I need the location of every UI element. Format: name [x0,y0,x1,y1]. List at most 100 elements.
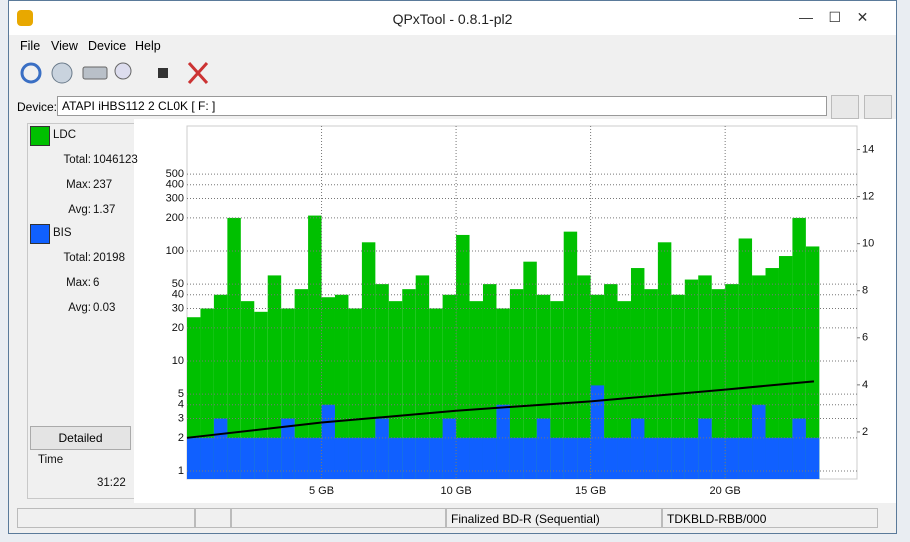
bar [469,301,483,479]
stat-label: Avg: [68,204,91,216]
scan-icon[interactable] [114,62,132,80]
bar [644,437,658,479]
bar [577,437,591,479]
bar [563,231,578,479]
bar [348,437,362,479]
bar [254,311,268,479]
bar [752,404,766,479]
bar [536,418,551,479]
bar [200,437,214,479]
bar [563,437,578,479]
y2-tick-label: 12 [862,191,874,203]
bar [523,261,537,479]
legend-swatch [30,126,50,146]
toolbar [20,61,209,85]
y-tick-label: 20 [172,322,184,334]
bar [765,437,779,479]
stat-value: 237 [93,179,113,191]
x-tick-label: 20 GB [710,485,741,497]
bar [361,437,376,479]
bar [671,294,685,479]
window-controls[interactable]: — ☐ ✕ [799,9,869,25]
bar [630,418,645,479]
eject-button[interactable] [831,95,859,119]
time-value: 31:22 [97,477,126,489]
y-tick-label: 50 [172,278,184,290]
bar [738,437,753,479]
stat-value: 1.37 [93,204,116,216]
bar [213,418,228,479]
device-select[interactable]: ATAPI iHBS112 2 CL0K [ F: ] [57,96,827,116]
bar [294,289,309,479]
stop-icon[interactable] [158,68,168,78]
legend-name: LDC [53,129,77,141]
bar [805,437,820,479]
bar [187,437,201,479]
disc-icon[interactable] [51,62,73,84]
y-tick-label: 400 [166,179,184,191]
menu-item[interactable]: View [51,39,78,53]
x-tick-label: 15 GB [575,485,606,497]
title-bar: QPxTool - 0.8.1-pl2 — ☐ ✕ [9,1,896,35]
stat-label: Total: [63,252,92,264]
bar [644,289,658,479]
bar [482,437,497,479]
y2-tick-label: 6 [862,332,868,344]
bar [711,289,726,479]
bar [308,215,322,480]
stat-label: Total: [63,154,92,166]
bar [240,437,255,479]
y2-tick-label: 14 [862,143,874,155]
stat-label: Max: [66,277,91,289]
bar [334,294,349,479]
y-tick-label: 3 [178,412,184,424]
app-window: QPxTool - 0.8.1-pl2 — ☐ ✕ File View Devi… [8,0,897,534]
bar [617,301,631,479]
lock-button[interactable] [864,95,892,119]
bar [294,437,309,479]
tools-icon[interactable] [187,61,209,85]
y2-tick-label: 8 [862,285,868,297]
bar [415,437,430,479]
bar [657,437,672,479]
y2-tick-label: 2 [862,426,868,438]
menu-item[interactable]: Help [135,39,161,53]
bar [698,418,712,479]
bar [254,437,268,479]
bar [509,289,524,479]
speed-line [186,380,815,439]
bar [361,242,376,479]
time-label: Time [38,454,64,466]
menu-item[interactable]: File [20,39,41,53]
refresh-icon[interactable] [20,62,42,84]
bar [792,418,806,479]
bar [617,437,631,479]
stat-value: 1046123 [93,154,138,166]
stat-value: 6 [93,277,100,289]
stat-value: 20198 [93,252,125,264]
status-cell [231,508,446,528]
bar [725,284,739,479]
drive-icon[interactable] [82,66,108,80]
bar [577,275,591,479]
y-tick-label: 500 [166,168,184,180]
y-tick-label: 1 [178,465,184,477]
bar [671,437,685,479]
y-tick-label: 5 [178,388,184,400]
y-tick-label: 40 [172,289,184,301]
y-tick-label: 4 [178,399,184,411]
bar [469,437,483,479]
y-tick-label: 100 [166,245,184,257]
menu-item[interactable]: Device [88,39,127,53]
bar [765,268,779,479]
legend-name: BIS [53,227,72,239]
bar [482,284,497,479]
bar [267,437,282,479]
stat-label: Avg: [68,302,91,314]
status-text: TDKBLD-RBB/000 [662,508,878,528]
detailed-button[interactable]: Detailed [30,426,131,450]
bar [308,437,322,479]
bar [429,437,443,479]
status-text: Finalized BD-R (Sequential) [446,508,662,528]
